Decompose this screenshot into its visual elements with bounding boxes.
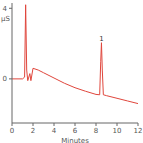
svg-text:8: 8 [94,127,98,135]
svg-text:12: 12 [134,127,135,135]
svg-text:2: 2 [31,127,35,135]
svg-text:4: 4 [52,127,57,135]
svg-text:10: 10 [113,127,122,135]
svg-text:1: 1 [99,35,103,43]
svg-text:µS: µS [8,15,10,23]
svg-text:0: 0 [10,127,14,135]
svg-text:6: 6 [73,127,78,135]
svg-text:Minutes: Minutes [61,137,89,143]
